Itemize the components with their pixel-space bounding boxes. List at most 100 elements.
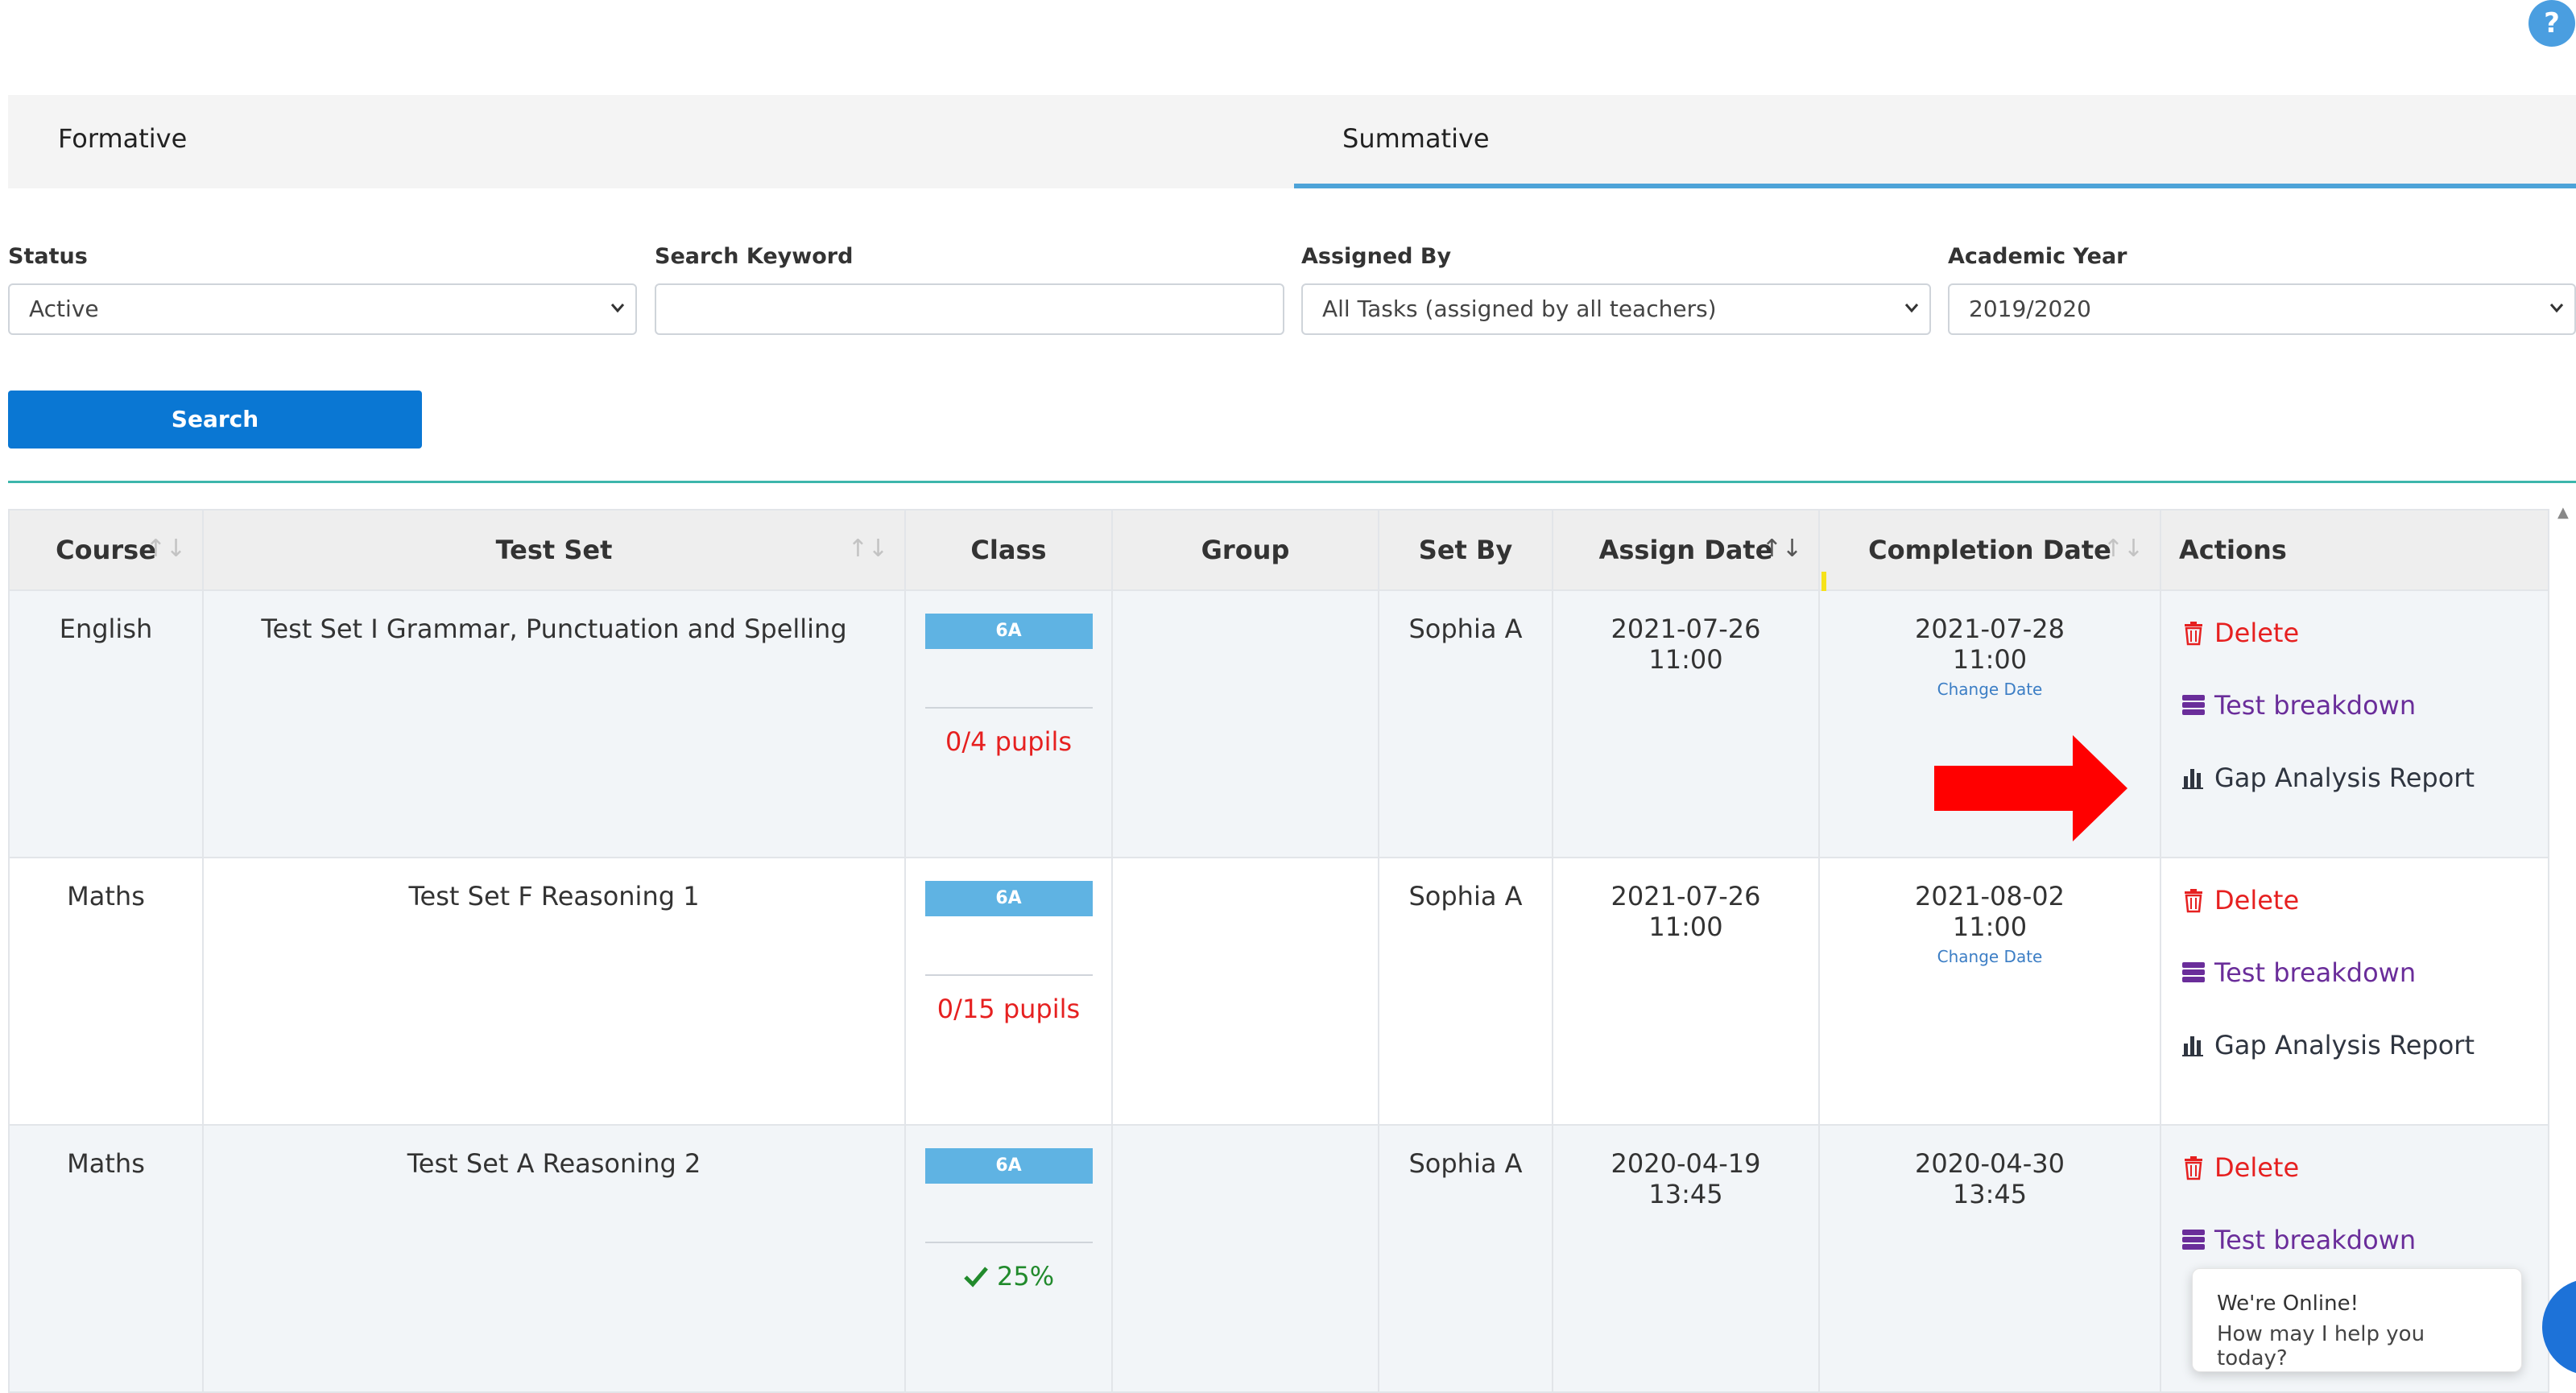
chevron-down-icon [610,304,625,313]
assigned-by-select[interactable]: All Tasks (assigned by all teachers) [1301,283,1931,335]
test-set-cell: Test Set F Reasoning 1 [202,857,906,1126]
class-badge[interactable]: 6A [924,614,1093,649]
class-badge[interactable]: 6A [924,881,1093,916]
status-label: Status [8,244,88,269]
completion-percent[interactable]: 25% [907,1261,1110,1292]
pupil-progress[interactable]: 0/4 pupils [945,726,1073,757]
header-class: Class [904,509,1113,591]
scroll-up-arrow[interactable]: ▲ [2557,504,2569,521]
delete-button[interactable]: Delete [2181,881,2547,920]
tests-table: Course ↑↓ Test Set ↑↓ Class Group Set By A… [8,509,2549,1393]
pupil-progress[interactable]: 0/15 pupils [937,994,1081,1024]
chat-line-1: We're Online! [2217,1292,2359,1316]
delete-button[interactable]: Delete [2181,1148,2547,1187]
class-cell: 6A 0/4 pupils [904,589,1113,858]
gap-analysis-report-button[interactable]: Gap Analysis Report [2181,759,2547,797]
gap-analysis-report-button[interactable]: Gap Analysis Report [2181,1026,2547,1064]
help-button[interactable]: ? [2528,0,2575,47]
completion-date: 2020-04-30 [1915,1148,2065,1179]
group-cell [1111,589,1379,858]
test-breakdown-button[interactable]: Test breakdown [2181,1221,2547,1259]
header-assign-date[interactable]: Assign Date ↑↓ [1552,509,1820,591]
change-date-link[interactable]: Change Date [1937,680,2043,699]
completion-date-cell: 2021-08-02 11:00 Change Date [1818,857,2161,1126]
academic-year-value: 2019/2020 [1969,296,2091,322]
course-cell: Maths [8,857,204,1126]
trash-icon [2185,1156,2202,1180]
completion-date-cell: 2020-04-30 13:45 [1818,1124,2161,1393]
sort-icon[interactable]: ↑↓ [2103,535,2144,563]
tab-formative[interactable]: Formative [58,123,188,154]
assessment-tabs: Formative Summative [8,95,2576,188]
header-course[interactable]: Course ↑↓ [8,509,204,591]
delete-button[interactable]: Delete [2181,614,2547,652]
status-select[interactable]: Active [8,283,637,335]
table-row: English Test Set I Grammar, Punctuation … [8,589,2549,858]
completion-time: 11:00 [1952,644,2028,675]
header-test-set[interactable]: Test Set ↑↓ [202,509,906,591]
trash-icon [2185,622,2202,646]
class-badge[interactable]: 6A [924,1148,1093,1184]
group-cell [1111,857,1379,1126]
actions-cell: Delete Test breakdown Gap Analysis Repor… [2160,857,2549,1126]
set-by-cell: Sophia A [1378,857,1553,1126]
assign-date: 2021-07-26 [1611,614,1761,644]
class-cell: 6A 25% [904,1124,1113,1393]
header-set-by: Set By [1378,509,1553,591]
class-cell: 6A 0/15 pupils [904,857,1113,1126]
completion-time: 11:00 [1952,911,2028,942]
assign-time: 11:00 [1648,644,1723,675]
course-cell: Maths [8,1124,204,1393]
set-by-cell: Sophia A [1378,589,1553,858]
completion-date: 2021-07-28 [1915,614,2065,644]
status-value: Active [29,296,99,322]
assign-date-cell: 2021-07-26 11:00 [1552,589,1820,858]
chevron-down-icon [2549,304,2564,313]
search-button[interactable]: Search [8,391,422,448]
trash-icon [2185,889,2202,913]
assign-date: 2021-07-26 [1611,881,1761,911]
academic-year-label: Academic Year [1948,244,2127,269]
completion-date: 2021-08-02 [1915,881,2065,911]
divider [8,481,2576,483]
actions-cell: Delete Test breakdown Gap Analysis Repor… [2160,589,2549,858]
separator [924,974,1093,976]
search-keyword-label: Search Keyword [655,244,854,269]
table-header-row: Course ↑↓ Test Set ↑↓ Class Group Set By A… [8,509,2549,591]
assign-date-cell: 2020-04-19 13:45 [1552,1124,1820,1393]
assign-date: 2020-04-19 [1611,1148,1761,1179]
completion-time: 13:45 [1952,1179,2028,1209]
server-list-icon [2182,695,2205,715]
separator [924,707,1093,709]
table-row: Maths Test Set F Reasoning 1 6A 0/15 pup… [8,857,2549,1126]
assign-date-cell: 2021-07-26 11:00 [1552,857,1820,1126]
red-arrow-annotation [1934,735,2127,841]
test-breakdown-button[interactable]: Test breakdown [2181,953,2547,992]
chat-line-2: How may I help you today? [2217,1322,2425,1370]
bar-chart-icon [2182,1036,2203,1056]
chat-widget[interactable]: We're Online! How may I help you today? [2192,1268,2522,1372]
table-row: Maths Test Set A Reasoning 2 6A 25% Soph… [8,1124,2549,1393]
header-group: Group [1111,509,1379,591]
sort-icon[interactable]: ↑↓ [847,535,888,563]
test-set-cell: Test Set A Reasoning 2 [202,1124,906,1393]
header-completion-date[interactable]: Completion Date ↑↓ [1818,509,2161,591]
cursor-marker [1821,572,1826,591]
check-icon [964,1267,988,1288]
change-date-link[interactable]: Change Date [1937,947,2043,966]
assigned-by-label: Assigned By [1301,244,1452,269]
assign-time: 13:45 [1648,1179,1723,1209]
assign-time: 11:00 [1648,911,1723,942]
test-breakdown-button[interactable]: Test breakdown [2181,686,2547,725]
server-list-icon [2182,962,2205,982]
search-keyword-input[interactable] [655,283,1284,335]
academic-year-select[interactable]: 2019/2020 [1948,283,2576,335]
test-set-cell: Test Set I Grammar, Punctuation and Spel… [202,589,906,858]
sort-icon[interactable]: ↑↓ [145,535,186,563]
completion-date-cell: 2021-07-28 11:00 Change Date [1818,589,2161,858]
tab-summative[interactable]: Summative [1294,95,2576,188]
group-cell [1111,1124,1379,1393]
assigned-by-value: All Tasks (assigned by all teachers) [1322,296,1717,322]
header-actions: Actions [2160,509,2549,591]
sort-icon[interactable]: ↑↓ [1761,535,1802,563]
